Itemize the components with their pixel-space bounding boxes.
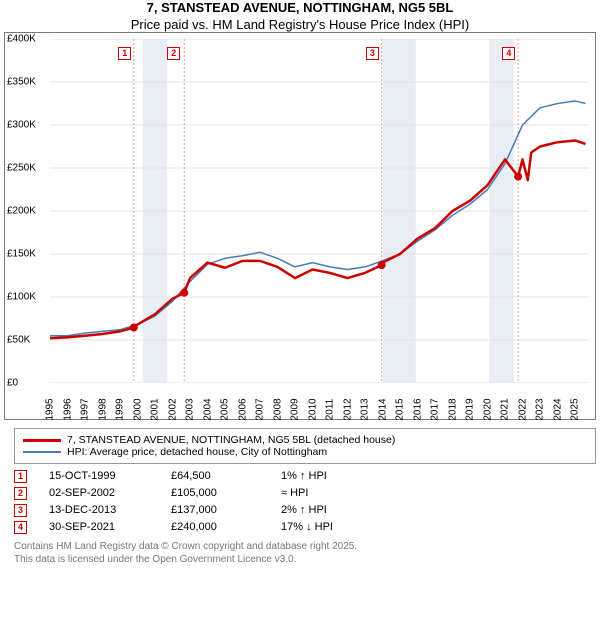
x-axis-label: 1996 bbox=[62, 398, 73, 420]
sale-marker: 1 bbox=[14, 470, 27, 483]
page-title: 7, STANSTEAD AVENUE, NOTTINGHAM, NG5 5BL bbox=[0, 0, 600, 17]
legend-label: 7, STANSTEAD AVENUE, NOTTINGHAM, NG5 5BL… bbox=[67, 434, 395, 446]
x-axis-label: 2010 bbox=[307, 398, 318, 420]
x-axis-label: 2001 bbox=[150, 398, 161, 420]
x-axis-label: 2008 bbox=[272, 398, 283, 420]
x-axis-label: 1995 bbox=[45, 398, 56, 420]
page-subtitle: Price paid vs. HM Land Registry's House … bbox=[0, 17, 600, 32]
sale-events: 115-OCT-1999£64,5001% ↑ HPI202-SEP-2002£… bbox=[14, 470, 596, 534]
x-axis-label: 2018 bbox=[447, 398, 458, 420]
attribution-line: Contains HM Land Registry data © Crown c… bbox=[14, 540, 596, 553]
sale-event-row: 3 13-DEC-2013£137,0002% ↑ HPI bbox=[14, 504, 596, 517]
x-axis-label: 2015 bbox=[395, 398, 406, 420]
y-axis-label: £200K bbox=[7, 205, 36, 216]
x-axis-label: 2023 bbox=[535, 398, 546, 420]
sale-marker: 2 bbox=[167, 47, 180, 60]
sale-hpi-relation: 17% ↓ HPI bbox=[281, 521, 401, 533]
x-axis-label: 2013 bbox=[360, 398, 371, 420]
x-axis-label: 2021 bbox=[500, 398, 511, 420]
y-axis-label: £50K bbox=[7, 334, 30, 345]
x-axis-label: 2012 bbox=[342, 398, 353, 420]
price-chart: £0 £50K £100K £150K £200K £250K £300K £350K £400… bbox=[4, 32, 596, 420]
sale-event-row: 4 30-SEP-2021£240,00017% ↓ HPI bbox=[14, 521, 596, 534]
legend-label: HPI: Average price, detached house, City… bbox=[67, 446, 327, 458]
x-axis-label: 2006 bbox=[237, 398, 248, 420]
attribution: Contains HM Land Registry data © Crown c… bbox=[14, 540, 596, 566]
sale-event-row: 2 02-SEP-2002£105,000≈ HPI bbox=[14, 487, 596, 500]
x-axis-label: 2009 bbox=[290, 398, 301, 420]
x-axis-label: 2014 bbox=[377, 398, 388, 420]
legend-item: HPI: Average price, detached house, City… bbox=[23, 446, 587, 458]
sale-price: £137,000 bbox=[171, 504, 281, 516]
x-axis-label: 1999 bbox=[115, 398, 126, 420]
y-axis-label: £400K bbox=[7, 33, 36, 44]
x-axis-label: 2000 bbox=[132, 398, 143, 420]
sale-date: 15-OCT-1999 bbox=[49, 470, 171, 482]
sale-marker: 2 bbox=[14, 487, 27, 500]
x-axis-label: 2019 bbox=[465, 398, 476, 420]
x-axis-label: 2002 bbox=[167, 398, 178, 420]
sale-marker: 3 bbox=[14, 504, 27, 517]
x-axis-label: 2022 bbox=[517, 398, 528, 420]
sale-date: 02-SEP-2002 bbox=[49, 487, 171, 499]
sale-hpi-relation: 2% ↑ HPI bbox=[281, 504, 401, 516]
y-axis-label: £300K bbox=[7, 119, 36, 130]
x-axis-label: 1997 bbox=[80, 398, 91, 420]
x-axis-label: 2007 bbox=[255, 398, 266, 420]
sale-marker: 4 bbox=[14, 521, 27, 534]
x-axis-label: 2004 bbox=[202, 398, 213, 420]
x-axis-label: 2020 bbox=[482, 398, 493, 420]
y-axis-label: £250K bbox=[7, 162, 36, 173]
x-axis-label: 2011 bbox=[325, 399, 336, 421]
sale-event-row: 1 15-OCT-1999£64,5001% ↑ HPI bbox=[14, 470, 596, 483]
x-axis-label: 1998 bbox=[97, 398, 108, 420]
sale-date: 13-DEC-2013 bbox=[49, 504, 171, 516]
sale-date: 30-SEP-2021 bbox=[49, 521, 171, 533]
legend-item: 7, STANSTEAD AVENUE, NOTTINGHAM, NG5 5BL… bbox=[23, 434, 587, 446]
x-axis-label: 2016 bbox=[412, 398, 423, 420]
sale-price: £105,000 bbox=[171, 487, 281, 499]
attribution-line: This data is licensed under the Open Gov… bbox=[14, 553, 596, 566]
sale-price: £64,500 bbox=[171, 470, 281, 482]
x-axis-label: 2025 bbox=[570, 398, 581, 420]
x-axis-label: 2005 bbox=[220, 398, 231, 420]
sale-marker: 1 bbox=[118, 47, 131, 60]
x-axis-label: 2017 bbox=[430, 398, 441, 420]
y-axis-label: £150K bbox=[7, 248, 36, 259]
y-axis-label: £350K bbox=[7, 76, 36, 87]
sale-marker: 4 bbox=[502, 47, 515, 60]
sale-hpi-relation: 1% ↑ HPI bbox=[281, 470, 401, 482]
y-axis-label: £100K bbox=[7, 291, 36, 302]
sale-price: £240,000 bbox=[171, 521, 281, 533]
sale-hpi-relation: ≈ HPI bbox=[281, 487, 401, 499]
x-axis-label: 2024 bbox=[552, 398, 563, 420]
x-axis-label: 2003 bbox=[185, 398, 196, 420]
sale-marker: 3 bbox=[366, 47, 379, 60]
legend: 7, STANSTEAD AVENUE, NOTTINGHAM, NG5 5BL… bbox=[14, 428, 596, 464]
y-axis-label: £0 bbox=[7, 377, 18, 388]
